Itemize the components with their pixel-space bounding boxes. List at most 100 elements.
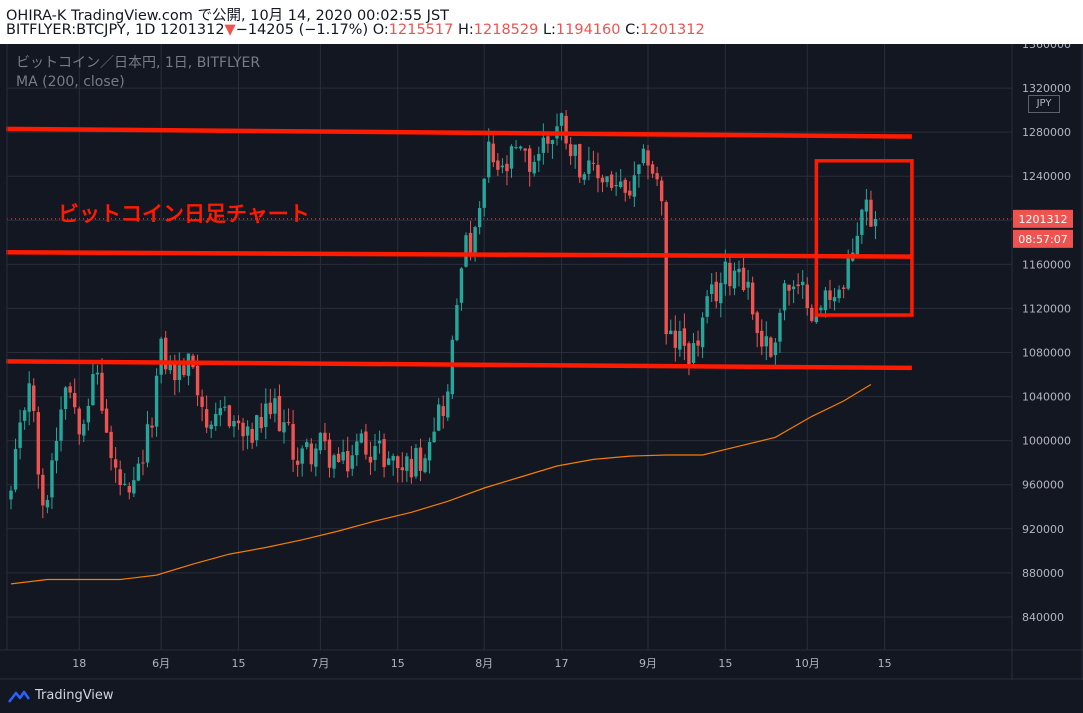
candle bbox=[760, 319, 764, 355]
candle bbox=[459, 267, 464, 311]
candle bbox=[268, 388, 273, 419]
candle bbox=[632, 161, 637, 207]
candle bbox=[77, 406, 81, 445]
candle bbox=[555, 113, 559, 146]
candle bbox=[59, 396, 63, 452]
candle bbox=[405, 452, 409, 483]
y-tick-label: 1000000 bbox=[1022, 435, 1071, 448]
high-value: 1218529 bbox=[473, 22, 539, 38]
candle bbox=[810, 304, 814, 323]
y-tick-label: 1080000 bbox=[1022, 347, 1071, 360]
candle bbox=[373, 433, 377, 472]
candle bbox=[578, 143, 582, 183]
candle bbox=[418, 438, 423, 482]
candle bbox=[546, 134, 550, 153]
last-price-tag: 1201312 08:57:07 bbox=[1013, 209, 1073, 248]
y-tick-label: 880000 bbox=[1022, 567, 1064, 580]
logo-text: TradingView bbox=[35, 688, 114, 703]
candle bbox=[455, 298, 459, 342]
candle bbox=[650, 160, 655, 179]
candle bbox=[710, 273, 714, 302]
candle bbox=[305, 438, 309, 450]
candle bbox=[250, 422, 254, 449]
x-tick-label: 15 bbox=[232, 657, 246, 670]
candle bbox=[659, 176, 664, 216]
x-tick-label: 18 bbox=[72, 657, 86, 670]
candle bbox=[186, 353, 191, 386]
candle bbox=[559, 112, 564, 141]
candle bbox=[355, 433, 359, 466]
y-tick-label: 1120000 bbox=[1022, 302, 1071, 315]
annotation-title: ビットコイン日足チャート bbox=[58, 202, 310, 226]
candle bbox=[132, 466, 136, 498]
price-chart[interactable]: 1320000128000012400001200000116000011200… bbox=[0, 44, 1083, 680]
candle bbox=[414, 443, 418, 479]
candle bbox=[377, 430, 382, 454]
candle bbox=[32, 378, 36, 423]
currency-badge[interactable]: JPY bbox=[1028, 95, 1060, 113]
open-value: 1215517 bbox=[388, 22, 454, 38]
candle bbox=[273, 388, 277, 423]
candle bbox=[282, 409, 286, 444]
candle bbox=[259, 403, 263, 433]
candle bbox=[145, 410, 150, 468]
candle bbox=[409, 445, 414, 484]
publish-info: OHIRA-K TradingView.com で公開, 10月 14, 202… bbox=[6, 8, 450, 24]
candle bbox=[336, 447, 341, 463]
candle bbox=[705, 290, 709, 324]
candle bbox=[587, 146, 591, 181]
candle bbox=[441, 395, 445, 429]
y-tick-label: 1320000 bbox=[1022, 82, 1071, 95]
candle bbox=[332, 453, 336, 478]
candle bbox=[505, 155, 509, 186]
candle bbox=[400, 452, 404, 483]
candle bbox=[346, 436, 350, 478]
candle bbox=[664, 200, 668, 345]
candle bbox=[641, 144, 646, 166]
change-down-icon: ▼ bbox=[224, 22, 236, 38]
candle bbox=[682, 313, 687, 361]
candle bbox=[386, 451, 391, 466]
candle bbox=[669, 319, 673, 335]
highlight-box bbox=[814, 159, 914, 317]
candle bbox=[491, 135, 495, 168]
candle bbox=[568, 136, 573, 165]
candle bbox=[245, 420, 250, 450]
candle bbox=[255, 414, 259, 447]
candle bbox=[86, 398, 91, 431]
resistance-line bbox=[5, 126, 912, 139]
candle bbox=[323, 422, 327, 451]
candle bbox=[541, 123, 546, 165]
candle bbox=[91, 363, 95, 406]
candle bbox=[623, 177, 627, 202]
candle bbox=[828, 279, 832, 309]
x-tick-label: 9月 bbox=[639, 657, 657, 670]
candle bbox=[123, 473, 127, 486]
x-tick-label: 15 bbox=[391, 657, 405, 670]
candle bbox=[264, 388, 268, 440]
candle bbox=[860, 208, 864, 244]
ma-layer bbox=[10, 383, 872, 585]
candle bbox=[223, 396, 227, 412]
y-tick-label: 960000 bbox=[1022, 479, 1064, 492]
candle bbox=[364, 423, 368, 460]
candle bbox=[600, 174, 605, 193]
candle bbox=[787, 284, 791, 306]
candle bbox=[564, 110, 568, 150]
candle bbox=[232, 415, 236, 438]
candle bbox=[368, 441, 373, 475]
tradingview-logo[interactable]: TradingView bbox=[8, 688, 114, 703]
candle bbox=[396, 455, 400, 483]
candle bbox=[801, 270, 805, 299]
candle bbox=[805, 277, 809, 316]
candle bbox=[382, 433, 386, 478]
candle bbox=[609, 171, 614, 191]
candle bbox=[741, 254, 746, 292]
candle bbox=[236, 415, 241, 430]
candle bbox=[22, 407, 27, 430]
candle bbox=[509, 144, 514, 178]
chart-area[interactable]: 1320000128000012400001200000116000011200… bbox=[0, 44, 1083, 680]
resistance-line bbox=[5, 359, 912, 371]
y-tick-label: 920000 bbox=[1022, 523, 1064, 536]
candle bbox=[728, 253, 732, 296]
